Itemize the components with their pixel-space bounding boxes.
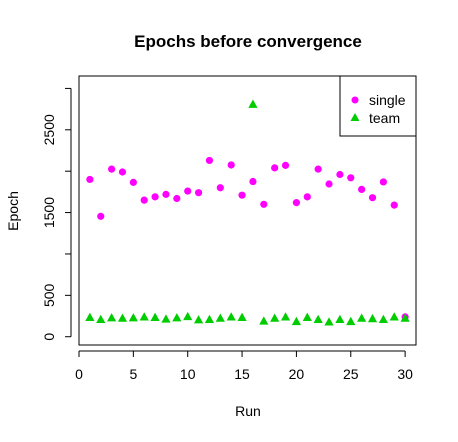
point-team (118, 314, 127, 322)
point-team (346, 317, 355, 325)
point-single (141, 197, 148, 204)
point-single (325, 180, 332, 187)
point-single (358, 186, 365, 193)
point-team (183, 312, 192, 320)
point-team (314, 315, 323, 323)
point-team (205, 315, 214, 323)
legend-label-single: single (369, 92, 406, 108)
point-team (172, 313, 181, 321)
x-tick-label: 5 (129, 366, 137, 382)
point-single (249, 178, 256, 185)
y-tick-label: 0 (41, 333, 57, 341)
point-single (293, 199, 300, 206)
point-team (390, 312, 399, 320)
x-tick-label: 15 (234, 366, 250, 382)
point-single (369, 194, 376, 201)
point-team (129, 313, 138, 321)
point-team (324, 317, 333, 325)
legend-marker-single (352, 97, 359, 104)
point-team (303, 313, 312, 321)
point-single (391, 202, 398, 209)
point-single (380, 178, 387, 185)
point-team (270, 314, 279, 322)
y-axis: 0 500 1500 2500 (41, 88, 71, 340)
y-tick-label: 2500 (41, 114, 57, 145)
point-single (315, 166, 322, 173)
point-single (347, 174, 354, 181)
point-team (161, 314, 170, 322)
point-single (119, 168, 126, 175)
point-single (86, 176, 93, 183)
point-single (282, 162, 289, 169)
y-axis-label: Epoch (5, 191, 21, 231)
legend: single team (340, 76, 416, 136)
x-tick-label: 0 (75, 366, 83, 382)
point-team (368, 314, 377, 322)
point-single (217, 184, 224, 191)
point-single (130, 179, 137, 186)
point-team (357, 314, 366, 322)
point-team (96, 315, 105, 323)
x-tick-label: 10 (180, 366, 196, 382)
x-axis: 0 5 10 15 20 25 30 (75, 351, 413, 382)
point-single (238, 192, 245, 199)
point-single (108, 166, 115, 173)
point-team (335, 315, 344, 323)
point-team (140, 312, 149, 320)
point-single (260, 201, 267, 208)
point-team (150, 313, 159, 321)
point-single (336, 171, 343, 178)
point-team (237, 313, 246, 321)
point-single (228, 161, 235, 168)
x-axis-label: Run (235, 403, 261, 419)
point-team (85, 313, 94, 321)
point-team (248, 100, 257, 108)
point-single (206, 157, 213, 164)
point-team (259, 316, 268, 324)
point-team (107, 313, 116, 321)
chart-title: Epochs before convergence (134, 32, 362, 51)
point-single (271, 164, 278, 171)
point-team (227, 312, 236, 320)
point-single (151, 193, 158, 200)
x-tick-label: 20 (289, 366, 305, 382)
point-team (194, 315, 203, 323)
legend-label-team: team (369, 110, 400, 126)
point-single (173, 195, 180, 202)
x-tick-label: 25 (343, 366, 359, 382)
y-tick-label: 1500 (41, 197, 57, 228)
point-single (304, 193, 311, 200)
y-tick-label: 500 (41, 283, 57, 307)
point-team (216, 314, 225, 322)
x-tick-label: 30 (397, 366, 413, 382)
point-single (162, 191, 169, 198)
point-single (184, 187, 191, 194)
point-single (195, 189, 202, 196)
point-single (97, 213, 104, 220)
point-team (379, 315, 388, 323)
point-team (281, 312, 290, 320)
point-team (292, 317, 301, 325)
